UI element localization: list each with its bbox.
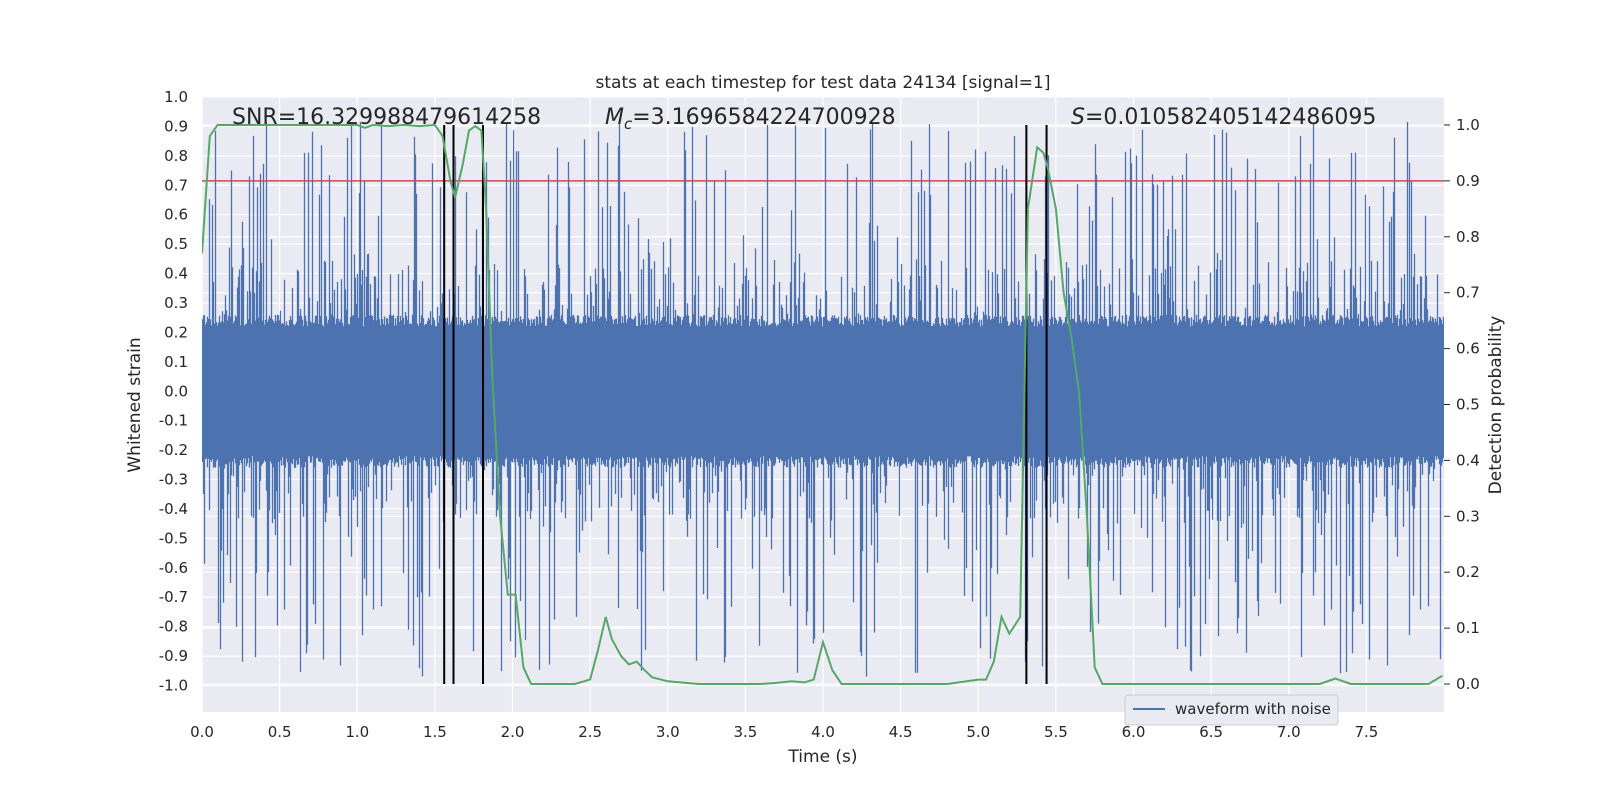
chart-title: stats at each timestep for test data 241… [596,73,1051,93]
y-axis-left: 1.0 0.9 0.8 0.7 0.6 0.5 0.4 0.3 0.2 0.1 0.0 -0.1 -0.… [159,88,188,695]
x-tick-label: 5.5 [1044,723,1068,741]
annotation-mc-symbol: M [605,105,624,130]
y-left-tick-label: 0.7 [164,176,188,194]
x-tick-label: 7.0 [1277,723,1301,741]
y-right-tick-label: 0.0 [1456,675,1480,693]
x-tick-label: 3.0 [656,723,680,741]
annotation-snr: SNR=16.329988479614258 [232,105,541,130]
y-left-tick-label: -1.0 [159,677,188,695]
legend-label-waveform: waveform with noise [1175,700,1331,718]
x-tick-label: 0.0 [190,723,214,741]
annotation-s-symbol: S [1071,105,1085,130]
y-left-tick-label: 0.0 [164,382,188,400]
y-right-tick-label: 0.9 [1456,172,1480,190]
x-tick-label: 6.5 [1199,723,1223,741]
series-waveform-spikes [202,121,1444,677]
y-left-tick-label: 0.8 [164,147,188,165]
x-tick-label: 6.0 [1122,723,1146,741]
x-tick-label: 0.5 [268,723,292,741]
y-left-tick-label: -0.2 [159,441,188,459]
y-left-tick-label: 0.3 [164,294,188,312]
y-left-tick-label: -0.4 [159,500,188,518]
annotation-mc: Mc=3.1696584224700928 [605,105,896,133]
y-left-tick-label: 0.5 [164,235,188,253]
y-axis-right: 0.0 0.1 0.2 0.3 0.4 0.5 0.6 0.7 0.8 0.9 1.0 [1444,116,1480,693]
y-right-tick-label: 0.6 [1456,340,1480,358]
annotation-mc-subscript: c [624,115,633,133]
y-axis-right-title: Detection probability [1486,316,1506,495]
x-tick-label: 5.0 [966,723,990,741]
y-left-tick-label: -0.5 [159,529,188,547]
y-left-tick-label: 0.2 [164,323,188,341]
y-right-tick-label: 0.8 [1456,228,1480,246]
y-right-tick-label: 0.5 [1456,396,1480,414]
vertical-markers [443,124,1048,685]
y-right-tick-label: 0.7 [1456,284,1480,302]
y-left-tick-label: -0.6 [159,559,188,577]
x-tick-label: 1.5 [423,723,447,741]
x-axis: 0.0 0.5 1.0 1.5 2.0 2.5 3.0 3.5 4.0 4.5 5.0 5.5 6.0 6… [190,723,1378,741]
y-left-tick-label: -0.7 [159,588,188,606]
y-left-tick-label: 0.4 [164,265,188,283]
y-left-tick-label: 0.9 [164,117,188,135]
y-right-tick-label: 0.3 [1456,507,1480,525]
legend-box [1124,694,1339,726]
x-tick-label: 3.5 [733,723,757,741]
x-tick-label: 4.5 [889,723,913,741]
y-right-tick-label: 0.2 [1456,563,1480,581]
y-left-tick-label: 0.6 [164,206,188,224]
x-axis-title: Time (s) [787,747,857,767]
x-tick-label: 4.0 [811,723,835,741]
y-right-tick-label: 0.4 [1456,451,1480,469]
y-left-tick-label: -0.3 [159,471,188,489]
y-left-tick-label: -0.1 [159,412,188,430]
legend: waveform with noise [1124,694,1339,726]
annotation-mc-value: =3.1696584224700928 [632,105,895,130]
y-right-tick-label: 0.1 [1456,619,1480,637]
x-tick-label: 2.5 [578,723,602,741]
x-tick-label: 2.0 [501,723,525,741]
x-tick-label: 1.0 [345,723,369,741]
y-right-tick-label: 1.0 [1456,116,1480,134]
annotation-s: S=0.010582405142486095 [1071,105,1376,130]
y-left-tick-label: -0.8 [159,618,188,636]
y-left-tick-label: 0.1 [164,353,188,371]
series-detection-probability [202,123,1443,685]
y-axis-left-title: Whitened strain [125,337,145,472]
y-left-tick-label: -0.9 [159,647,188,665]
x-tick-label: 7.5 [1354,723,1378,741]
y-left-tick-label: 1.0 [164,88,188,106]
annotation-s-value: =0.010582405142486095 [1085,105,1376,130]
